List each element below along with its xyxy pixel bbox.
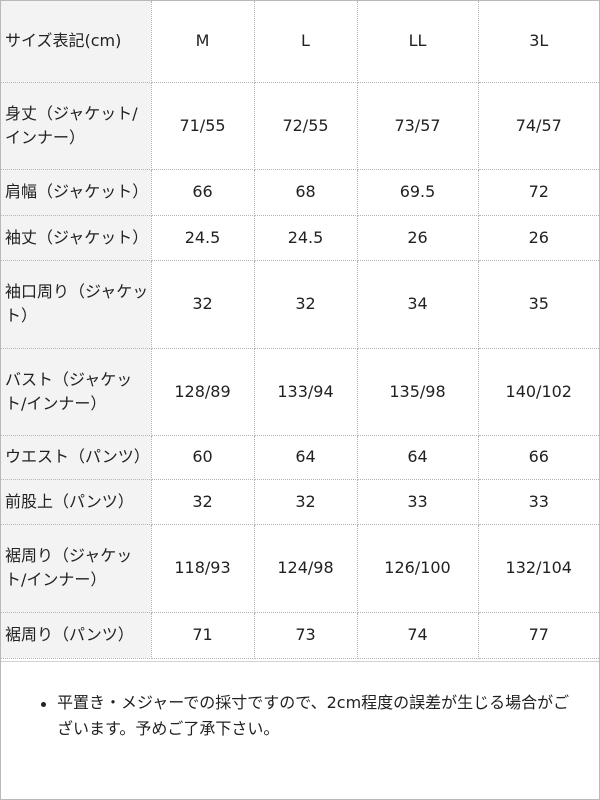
cell-l: 32	[254, 479, 357, 524]
cell-ll: 64	[357, 435, 478, 479]
row-label: バスト（ジャケット/インナー）	[1, 348, 151, 435]
table-row: 袖丈（ジャケット） 24.5 24.5 26 26	[1, 215, 599, 260]
cell-ll: 135/98	[357, 348, 478, 435]
measurement-note-text: 平置き・メジャーでの採寸ですので、2cm程度の誤差が生じる場合がございます。予め…	[57, 693, 569, 738]
cell-3l: 132/104	[478, 524, 599, 612]
cell-3l: 33	[478, 479, 599, 524]
cell-m: 32	[151, 479, 254, 524]
table-row: 裾周り（ジャケット/インナー） 118/93 124/98 126/100 13…	[1, 524, 599, 612]
cell-l: 72/55	[254, 82, 357, 169]
cell-m: 66	[151, 169, 254, 215]
cell-3l: 66	[478, 435, 599, 479]
cell-m: 128/89	[151, 348, 254, 435]
cell-m: 71	[151, 612, 254, 658]
row-label: 身丈（ジャケット/インナー）	[1, 82, 151, 169]
bullet-icon	[41, 702, 46, 707]
cell-l: 32	[254, 260, 357, 348]
cell-ll: 33	[357, 479, 478, 524]
cell-3l: 72	[478, 169, 599, 215]
table-row: 前股上（パンツ） 32 32 33 33	[1, 479, 599, 524]
cell-ll: 73/57	[357, 82, 478, 169]
cell-m: 71/55	[151, 82, 254, 169]
cell-m: 32	[151, 260, 254, 348]
row-label: ウエスト（パンツ）	[1, 435, 151, 479]
table-row: 裾周り（パンツ） 71 73 74 77	[1, 612, 599, 658]
header-row: サイズ表記(cm) M L LL 3L	[1, 1, 599, 82]
cell-m: 118/93	[151, 524, 254, 612]
table-row: バスト（ジャケット/インナー） 128/89 133/94 135/98 140…	[1, 348, 599, 435]
cell-l: 73	[254, 612, 357, 658]
cell-m: 60	[151, 435, 254, 479]
cell-3l: 140/102	[478, 348, 599, 435]
header-size-ll: LL	[357, 1, 478, 82]
cell-ll: 26	[357, 215, 478, 260]
table-row: 身丈（ジャケット/インナー） 71/55 72/55 73/57 74/57	[1, 82, 599, 169]
note-area: 平置き・メジャーでの採寸ですので、2cm程度の誤差が生じる場合がございます。予め…	[1, 661, 599, 662]
header-size-label: サイズ表記(cm)	[1, 1, 151, 82]
row-label: 袖丈（ジャケット）	[1, 215, 151, 260]
cell-ll: 74	[357, 612, 478, 658]
row-label: 裾周り（ジャケット/インナー）	[1, 524, 151, 612]
cell-l: 24.5	[254, 215, 357, 260]
size-table: サイズ表記(cm) M L LL 3L 身丈（ジャケット/インナー） 71/55…	[1, 1, 599, 659]
cell-3l: 74/57	[478, 82, 599, 169]
cell-3l: 26	[478, 215, 599, 260]
row-label: 裾周り（パンツ）	[1, 612, 151, 658]
row-label: 袖口周り（ジャケット）	[1, 260, 151, 348]
cell-ll: 69.5	[357, 169, 478, 215]
header-size-l: L	[254, 1, 357, 82]
cell-ll: 126/100	[357, 524, 478, 612]
table-row: 袖口周り（ジャケット） 32 32 34 35	[1, 260, 599, 348]
row-label: 前股上（パンツ）	[1, 479, 151, 524]
cell-3l: 35	[478, 260, 599, 348]
cell-l: 124/98	[254, 524, 357, 612]
cell-l: 68	[254, 169, 357, 215]
cell-3l: 77	[478, 612, 599, 658]
cell-l: 64	[254, 435, 357, 479]
measurement-note-list: 平置き・メジャーでの採寸ですので、2cm程度の誤差が生じる場合がございます。予め…	[41, 690, 581, 742]
cell-l: 133/94	[254, 348, 357, 435]
measurement-note: 平置き・メジャーでの採寸ですので、2cm程度の誤差が生じる場合がございます。予め…	[41, 690, 581, 742]
table-row: ウエスト（パンツ） 60 64 64 66	[1, 435, 599, 479]
cell-m: 24.5	[151, 215, 254, 260]
table-row: 肩幅（ジャケット） 66 68 69.5 72	[1, 169, 599, 215]
cell-ll: 34	[357, 260, 478, 348]
header-size-m: M	[151, 1, 254, 82]
row-label: 肩幅（ジャケット）	[1, 169, 151, 215]
header-size-3l: 3L	[478, 1, 599, 82]
